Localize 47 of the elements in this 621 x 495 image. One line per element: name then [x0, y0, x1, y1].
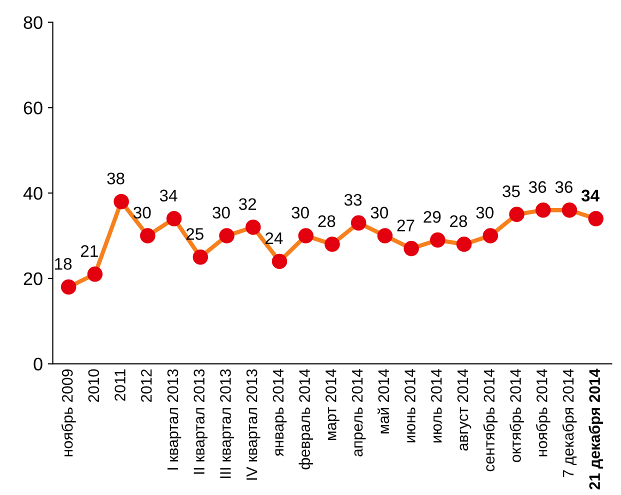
- x-tick-label: ноябрь 2009: [61, 369, 76, 456]
- x-tick-label: июль 2014: [430, 369, 442, 442]
- data-label: 30: [292, 206, 309, 219]
- data-label: 30: [370, 206, 388, 219]
- data-label: 34: [581, 190, 600, 202]
- y-tick-label: 20: [24, 272, 42, 286]
- data-label: 38: [107, 172, 124, 184]
- x-tick-label: март 2014: [326, 369, 340, 440]
- x-tick-label: июнь 2014: [404, 369, 416, 442]
- x-tick-label: 2012: [140, 369, 152, 402]
- y-tick-label: 40: [23, 186, 42, 200]
- data-label: 34: [160, 190, 178, 202]
- x-tick-label: февраль 2014: [298, 369, 313, 470]
- y-tick-label: 80: [24, 16, 42, 29]
- x-tick-label: октябрь 2014: [510, 369, 524, 462]
- x-tick-label: сентябрь 2014: [483, 369, 498, 472]
- x-tick-label: январь 2014: [272, 369, 287, 456]
- data-label: 30: [134, 206, 151, 219]
- data-label: 24: [266, 232, 283, 244]
- x-tick-label: май 2014: [378, 369, 390, 434]
- data-label: 35: [502, 185, 520, 198]
- x-tick-label: ноябрь 2014: [536, 369, 550, 456]
- y-tick-label: 60: [24, 102, 42, 114]
- x-tick-label: IV квартал 2013: [246, 369, 260, 480]
- x-tick-label: 2011: [114, 369, 126, 401]
- data-label: 33: [344, 194, 362, 206]
- data-label: 30: [212, 206, 230, 219]
- data-label: 21: [80, 245, 98, 257]
- x-tick-label: III квартал 2013: [220, 369, 234, 478]
- data-label: 28: [450, 215, 468, 228]
- x-tick-label: 21 декабря 2014: [588, 368, 604, 490]
- data-label: 27: [397, 220, 414, 232]
- data-label: 18: [55, 258, 72, 270]
- x-tick-label: I квартал 2013: [167, 369, 182, 470]
- x-tick-label: II квартал 2013: [194, 369, 208, 474]
- data-label: 36: [555, 181, 572, 193]
- x-tick-label: 2010: [88, 369, 100, 402]
- data-label: 32: [238, 198, 256, 210]
- data-label: 28: [318, 215, 336, 228]
- y-tick-label: 0: [34, 358, 42, 371]
- data-label: 36: [528, 181, 546, 193]
- x-tick-label: 7 декабря 2014: [562, 369, 577, 478]
- data-label: 25: [186, 228, 204, 240]
- data-label: 30: [476, 206, 494, 219]
- x-tick-label: август 2014: [457, 369, 472, 451]
- data-label: 29: [424, 211, 441, 223]
- x-tick-label: апрель 2014: [352, 369, 366, 456]
